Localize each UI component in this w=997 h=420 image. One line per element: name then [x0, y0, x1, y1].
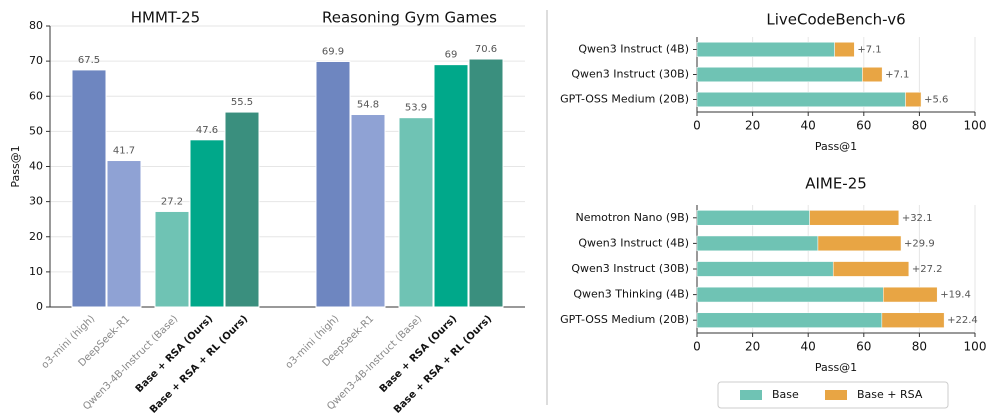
- bar-segment: [881, 312, 945, 328]
- bar-segment: [696, 261, 834, 277]
- value-label: 53.9: [405, 103, 427, 114]
- legend-swatch: [825, 390, 847, 400]
- value-label: 54.8: [357, 100, 379, 111]
- bar-segment: [696, 42, 835, 57]
- y-tick-label: 60: [29, 89, 43, 102]
- value-label: +7.1: [885, 70, 909, 81]
- bar: [315, 60, 351, 308]
- bar-segment: [809, 210, 900, 226]
- value-label: +22.4: [947, 315, 978, 326]
- value-label: +19.4: [940, 290, 971, 301]
- x-tick-label: 0: [693, 340, 701, 354]
- x-tick-label: 40: [801, 119, 816, 133]
- bar-segment: [834, 42, 855, 57]
- value-label: 27.2: [161, 196, 183, 207]
- value-label: +29.9: [904, 238, 935, 249]
- value-label: 69: [445, 50, 458, 61]
- bar: [106, 160, 142, 308]
- legend-swatch: [740, 390, 762, 400]
- x-tick-label: 100: [964, 340, 987, 354]
- bar-segment: [832, 261, 910, 277]
- value-label: 70.6: [475, 44, 497, 55]
- value-label: +32.1: [902, 213, 933, 224]
- value-label: 55.5: [231, 97, 253, 108]
- y-axis-label: Pass@1: [9, 145, 22, 187]
- bar-segment: [696, 210, 810, 226]
- legend-label: Base + RSA: [857, 388, 923, 401]
- bar: [398, 117, 434, 308]
- value-label: +7.1: [857, 45, 881, 56]
- x-tick-label: 0: [693, 119, 701, 133]
- bar-segment: [696, 67, 863, 82]
- x-axis-label: Pass@1: [815, 140, 857, 153]
- bar: [433, 64, 469, 308]
- y-tick-label: 20: [29, 230, 43, 243]
- y-tick-label: Qwen3 Instruct (4B): [578, 236, 689, 249]
- y-tick-label: Qwen3 Instruct (30B): [571, 262, 689, 275]
- y-tick-label: Nemotron Nano (9B): [575, 211, 689, 224]
- x-tick-label: 20: [745, 119, 760, 133]
- value-label: +5.6: [924, 95, 948, 106]
- y-tick-label: 40: [29, 160, 43, 173]
- bar: [154, 210, 190, 308]
- x-tick-label: 20: [745, 340, 760, 354]
- value-label: +27.2: [912, 264, 943, 275]
- chart-title: LiveCodeBench-v6: [766, 11, 905, 29]
- chart-title: AIME-25: [805, 175, 867, 193]
- x-tick-label: 60: [856, 119, 871, 133]
- y-tick-label: 80: [29, 19, 43, 32]
- x-tick-label: 40: [801, 340, 816, 354]
- x-axis-label: Pass@1: [815, 361, 857, 374]
- x-tick-label: 60: [856, 340, 871, 354]
- x-tick-label: 80: [912, 340, 927, 354]
- y-tick-label: 0: [36, 300, 43, 313]
- bar-segment: [883, 286, 938, 303]
- bar: [224, 111, 260, 308]
- bar-segment: [696, 92, 906, 107]
- value-label: 69.9: [322, 46, 344, 57]
- panel-title: Reasoning Gym Games: [322, 9, 497, 27]
- y-tick-label: Qwen3 Instruct (4B): [578, 43, 689, 56]
- y-tick-label: 30: [29, 195, 43, 208]
- y-tick-label: 70: [29, 54, 43, 67]
- panel-title: HMMT-25: [131, 9, 200, 27]
- y-tick-label: GPT-OSS Medium (20B): [560, 313, 689, 326]
- bar: [71, 69, 107, 308]
- bar-segment: [696, 286, 884, 303]
- bar: [468, 58, 504, 308]
- bar-segment: [696, 312, 883, 328]
- bar: [350, 114, 386, 308]
- y-tick-label: GPT-OSS Medium (20B): [560, 93, 689, 106]
- bar: [189, 139, 225, 308]
- x-tick-label: 80: [912, 119, 927, 133]
- bar-segment: [862, 67, 883, 82]
- bar-segment: [905, 92, 922, 107]
- x-tick-label: 100: [964, 119, 987, 133]
- value-label: 41.7: [113, 146, 135, 157]
- value-label: 67.5: [78, 55, 100, 66]
- y-tick-label: Qwen3 Instruct (30B): [571, 68, 689, 81]
- y-tick-label: Qwen3 Thinking (4B): [573, 288, 689, 301]
- y-tick-label: 10: [29, 265, 43, 278]
- bar-segment: [817, 235, 902, 252]
- y-tick-label: 50: [29, 124, 43, 137]
- legend-label: Base: [772, 388, 799, 401]
- bar-segment: [696, 235, 819, 252]
- value-label: 47.6: [196, 125, 218, 136]
